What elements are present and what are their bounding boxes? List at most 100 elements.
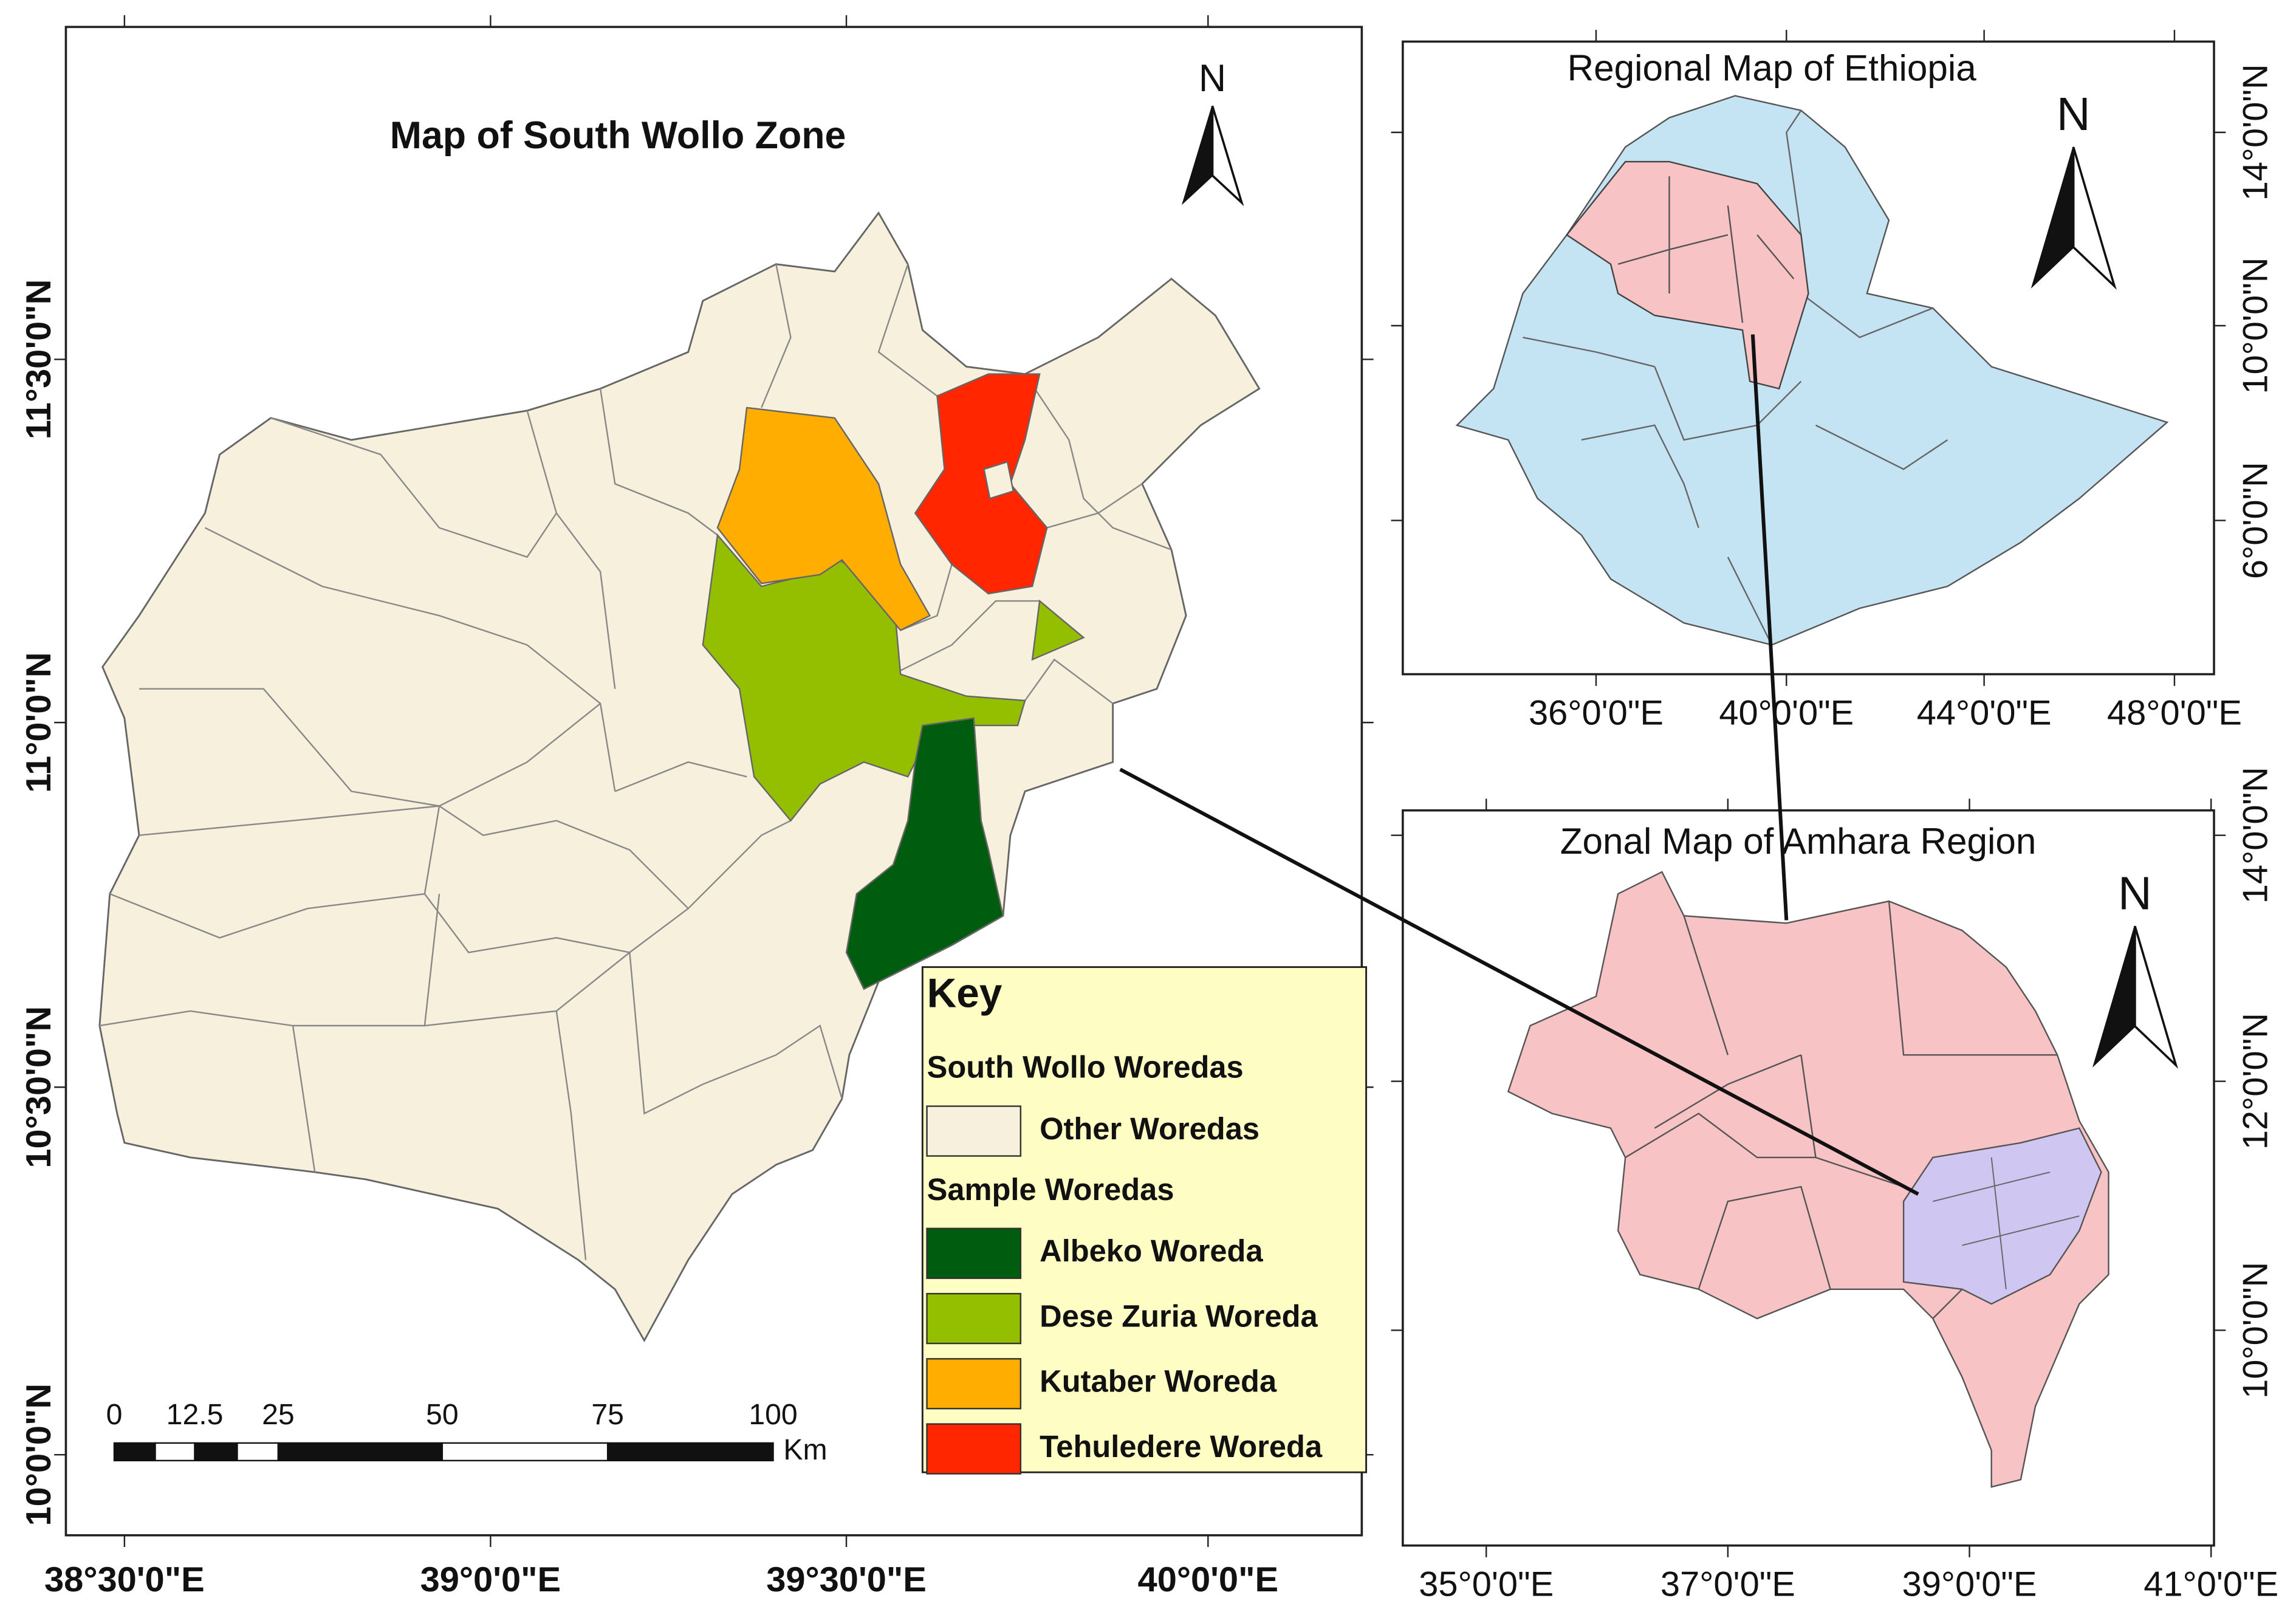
woreda-boundary xyxy=(424,820,791,1027)
key-label: Tehuledere Woreda xyxy=(1040,1429,1323,1464)
region-boundary xyxy=(1654,366,1802,441)
key-heading: South Wollo Woredas xyxy=(927,1050,1244,1085)
lon-label: 35°0'0"E xyxy=(1419,1565,1554,1603)
woreda-boundary xyxy=(1962,1215,2080,1246)
woreda-boundary xyxy=(109,806,440,939)
lat-label: 11°0'0"N xyxy=(19,652,58,793)
lon-label: 44°0'0"E xyxy=(1917,693,2052,732)
woreda-boundary xyxy=(761,264,792,408)
north-label: N xyxy=(2118,867,2152,919)
scale-bar-segment xyxy=(606,1442,774,1462)
lat-label: 10°0'0"N xyxy=(2236,257,2275,394)
woreda-boundary xyxy=(423,893,630,953)
lat-label: 10°0'0"N xyxy=(19,1384,58,1526)
lon-label: 40°0'0"E xyxy=(1138,1560,1279,1599)
lat-label: 10°30'0"N xyxy=(19,1006,58,1168)
key-label: Albeko Woreda xyxy=(1040,1233,1263,1268)
regional-title: Regional Map of Ethiopia xyxy=(1568,47,1977,89)
key-swatch xyxy=(926,1105,1022,1157)
key-swatch xyxy=(926,1292,1022,1345)
woreda-boundary xyxy=(877,264,938,397)
scale-bar-segment xyxy=(236,1442,279,1462)
lat-label: 10°0'0"N xyxy=(2236,1262,2275,1399)
north-label: N xyxy=(1199,57,1226,100)
woreda-dese-zuria xyxy=(1031,599,1085,661)
woreda-kutaber xyxy=(716,406,931,631)
lon-label: 36°0'0"E xyxy=(1529,693,1664,732)
south-wollo-in-amhara xyxy=(1902,1127,2102,1305)
woreda-boundary xyxy=(614,761,747,792)
lon-label: 37°0'0"E xyxy=(1660,1565,1795,1603)
lon-label: 41°0'0"E xyxy=(2144,1565,2278,1603)
woreda-boundary xyxy=(139,805,440,836)
north-label: N xyxy=(2057,88,2091,140)
zone-boundary xyxy=(1698,1185,1831,1290)
lon-label: 39°30'0"E xyxy=(766,1560,927,1599)
key-heading: Sample Woredas xyxy=(927,1172,1174,1207)
woreda-boundary xyxy=(526,410,616,689)
scale-label: 50 xyxy=(426,1398,459,1431)
north-arrow xyxy=(2134,925,2179,1069)
woreda-boundary xyxy=(599,388,718,536)
zonal-title: Zonal Map of Amhara Region xyxy=(1560,820,2037,862)
lat-label: 14°0'0"N xyxy=(2236,767,2275,904)
scale-bar-segment xyxy=(194,1442,238,1462)
scale-label: 0 xyxy=(106,1398,123,1431)
lat-label: 6°0'0"N xyxy=(2236,462,2275,579)
lon-label: 48°0'0"E xyxy=(2107,693,2242,732)
key-label: Other Woredas xyxy=(1040,1111,1259,1146)
scale-bar-segment xyxy=(113,1442,156,1462)
lon-label: 40°0'0"E xyxy=(1719,693,1854,732)
main-title: Map of South Wollo Zone xyxy=(390,114,846,157)
zone-boundary xyxy=(1888,901,2058,1056)
lon-label: 39°0'0"E xyxy=(1902,1565,2037,1603)
woreda-boundary xyxy=(204,527,616,792)
lat-label: 12°0'0"N xyxy=(2236,1013,2275,1150)
scale-unit: Km xyxy=(783,1433,827,1466)
lat-label: 11°30'0"N xyxy=(19,280,58,440)
woreda-boundary xyxy=(1990,1157,2007,1289)
zone-boundary xyxy=(1625,1113,1816,1159)
woreda-albeko xyxy=(845,717,1004,990)
region-boundary xyxy=(1581,424,1699,528)
woreda-boundary xyxy=(555,1010,587,1260)
woreda-tehuledere xyxy=(914,373,1048,595)
region-boundary xyxy=(1815,424,1948,470)
zone-boundary xyxy=(1683,915,1729,1055)
zone-boundary xyxy=(1727,205,1744,323)
region-boundary xyxy=(1786,110,1802,235)
scale-label: 75 xyxy=(591,1398,624,1431)
woreda-boundary xyxy=(270,417,557,558)
region-boundary xyxy=(1727,557,1773,645)
lon-label: 38°30'0"E xyxy=(44,1560,205,1599)
north-arrow xyxy=(1211,105,1244,207)
amhara-zones xyxy=(1507,871,2109,1488)
woreda-boundary xyxy=(629,952,843,1115)
lon-label: 39°0'0"E xyxy=(420,1560,561,1599)
woreda-boundary xyxy=(1933,1171,2051,1202)
key-swatch xyxy=(926,1358,1022,1410)
scale-bar-segment xyxy=(277,1442,444,1462)
key-swatch xyxy=(926,1227,1022,1279)
woreda-boundary xyxy=(292,1025,316,1173)
scale-label: 12.5 xyxy=(166,1398,224,1431)
region-boundary xyxy=(1523,337,1655,368)
key-swatch xyxy=(926,1423,1022,1475)
scale-bar-segment xyxy=(441,1442,609,1462)
connector xyxy=(1119,767,1919,1196)
woreda-boundary xyxy=(439,805,689,910)
key-label: Kutaber Woreda xyxy=(1040,1364,1277,1399)
woreda-boundary xyxy=(893,600,1040,675)
scale-label: 25 xyxy=(262,1398,295,1431)
woreda-boundary xyxy=(900,564,953,631)
connector xyxy=(1750,334,1789,921)
north-arrow xyxy=(2072,146,2117,290)
key-label: Dese Zuria Woreda xyxy=(1040,1298,1318,1333)
zone-boundary xyxy=(1654,1054,1801,1129)
scale-bar-segment xyxy=(154,1442,196,1462)
region-boundary xyxy=(1800,293,1933,338)
woreda-boundary xyxy=(1024,658,1114,704)
zone-boundary xyxy=(1932,1288,1963,1319)
